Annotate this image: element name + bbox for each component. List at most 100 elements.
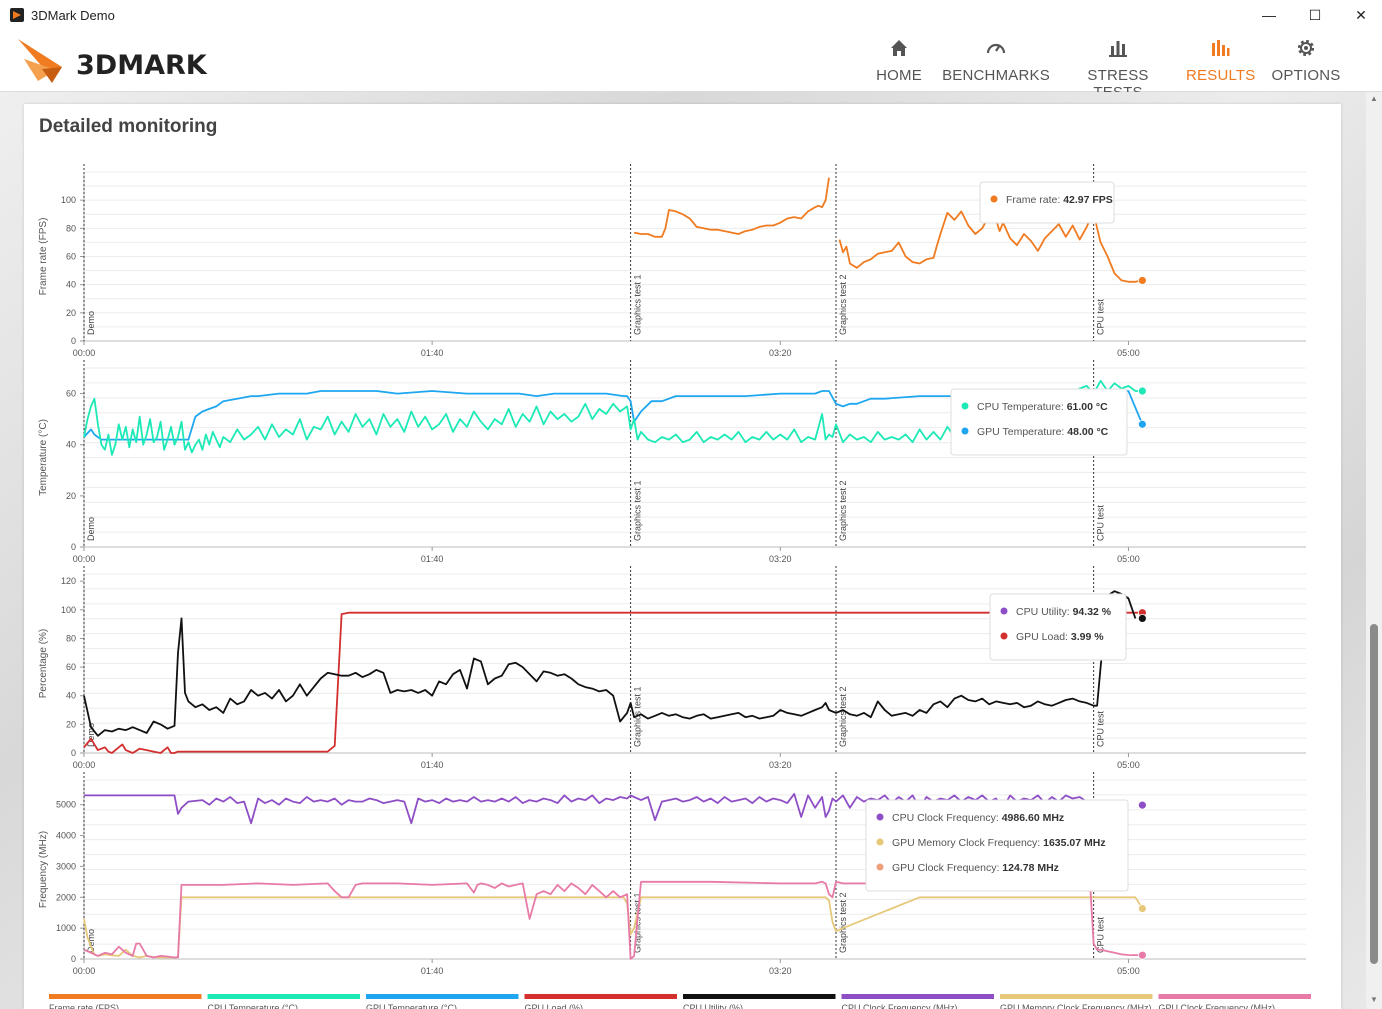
phase-label: Demo [86,517,96,541]
tooltip-box [989,593,1127,661]
window-titlebar: 3DMark Demo — ☐ ✕ [0,0,1382,32]
series-end-marker [1137,904,1147,913]
tooltip-text: Frame rate: 42.97 FPS [1006,194,1113,206]
phase-label: Graphics test 2 [838,480,848,541]
phase-label: Graphics test 2 [838,274,848,335]
vertical-scrollbar[interactable]: ▲ ▼ [1366,92,1382,1009]
y-tick-label: 40 [66,280,76,290]
phase-label: Graphics test 2 [838,686,848,747]
detailed-monitoring-panel: Detailed monitoring 0 20 40 60 80 100 Frame ra… [24,104,1341,1009]
series-end-marker [1137,386,1147,396]
legend-swatch [366,994,519,999]
y-tick-label: 20 [66,308,76,318]
y-tick-label: 100 [61,605,76,615]
3dmark-logo[interactable]: 3DMARK [16,37,236,85]
gauge-icon [986,43,1006,54]
app-icon [10,8,24,22]
home-icon [891,40,907,56]
x-tick-label: 01:40 [421,554,444,564]
tooltip-box [979,181,1115,224]
legend-label: CPU Utility (%) [683,1003,743,1009]
scroll-thumb[interactable] [1370,624,1378,964]
tooltip-text: GPU Temperature: 48.00 °C [977,426,1109,438]
x-tick-label: 00:00 [73,348,96,358]
phase-label: Demo [86,311,96,335]
tooltip-text: GPU Memory Clock Frequency: 1635.07 MHz [892,837,1106,849]
phase-label: CPU test [1096,916,1106,953]
content-area: Detailed monitoring 0 20 40 60 80 100 Frame ra… [0,92,1366,1009]
x-tick-label: 01:40 [421,966,444,976]
tooltip-text: CPU Clock Frequency: 4986.60 MHz [892,812,1064,824]
y-tick-label: 1000 [56,923,76,933]
y-tick-label: 120 [61,576,76,586]
nav-benchmarks[interactable]: BENCHMARKS [942,37,1050,89]
legend-swatch [207,994,360,999]
y-axis-label: Percentage (%) [38,629,49,698]
y-tick-label: 60 [66,662,76,672]
series-end-marker [1137,800,1147,810]
gear-icon [1297,39,1315,57]
phase-label: CPU test [1096,504,1106,541]
nav-home[interactable]: HOME [870,37,928,89]
tooltip-dot [961,427,969,435]
nav-label: OPTIONS [1271,67,1341,84]
y-tick-label: 80 [66,223,76,233]
tooltip-text: CPU Temperature: 61.00 °C [977,401,1108,413]
y-tick-label: 0 [71,748,76,758]
logo-text: 3DMARK [76,50,207,81]
series-line [633,177,830,238]
nav-results[interactable]: RESULTS [1186,37,1255,89]
legend-label: GPU Temperature (°C) [366,1003,457,1009]
series-end-marker [1137,950,1147,960]
tooltip-text: GPU Load: 3.99 % [1016,631,1104,643]
phase-label: Graphics test 1 [633,480,643,541]
legend-swatch [524,994,677,999]
legend-label: Frame rate (FPS) [49,1003,119,1009]
maximize-button[interactable]: ☐ [1308,7,1322,23]
y-tick-label: 0 [71,954,76,964]
logo-wing-icon [18,39,62,83]
x-tick-label: 03:20 [769,554,792,564]
legend-swatch [1000,994,1153,999]
phase-label: Graphics test 1 [633,274,643,335]
legend-swatch [683,994,836,999]
panel-title: Detailed monitoring [39,116,218,137]
y-tick-label: 80 [66,633,76,643]
nav-options[interactable]: OPTIONS [1270,37,1342,89]
y-tick-label: 20 [66,491,76,501]
scroll-down-arrow-icon[interactable]: ▼ [1370,995,1378,1004]
series-end-marker [1137,613,1147,623]
legend-label: CPU Temperature (°C) [208,1003,298,1009]
x-tick-label: 00:00 [73,760,96,770]
nav-stress-tests[interactable]: STRESS TESTS [1066,37,1170,101]
y-tick-label: 0 [71,336,76,346]
y-axis-label: Temperature (°C) [38,419,49,496]
series-line [83,896,1144,959]
bar-chart-icon [1109,41,1127,57]
series-line [84,793,1122,825]
tooltip-box [865,799,1129,892]
scroll-up-arrow-icon[interactable]: ▲ [1370,94,1378,103]
y-tick-label: 3000 [56,861,76,871]
tooltip-text: CPU Utility: 94.32 % [1016,606,1112,618]
legend-label: GPU Clock Frequency (MHz) [1159,1003,1276,1009]
phase-label: Graphics test 2 [838,892,848,953]
series-line [83,880,1143,960]
series-line [83,590,1137,737]
series-line [83,611,1143,754]
minimize-button[interactable]: — [1262,7,1276,23]
x-tick-label: 03:20 [769,966,792,976]
nav-label: HOME [876,67,922,84]
x-tick-label: 05:00 [1117,554,1140,564]
series-end-marker [1137,419,1147,429]
nav-label: BENCHMARKS [942,67,1050,84]
tooltip-dot [1000,607,1008,615]
x-tick-label: 00:00 [73,966,96,976]
phase-label: Graphics test 1 [633,686,643,747]
close-button[interactable]: ✕ [1355,7,1367,23]
tooltip-box [950,388,1128,456]
y-tick-label: 2000 [56,892,76,902]
x-tick-label: 05:00 [1117,966,1140,976]
results-icon [1212,40,1230,56]
y-axis-label: Frame rate (FPS) [38,218,49,296]
